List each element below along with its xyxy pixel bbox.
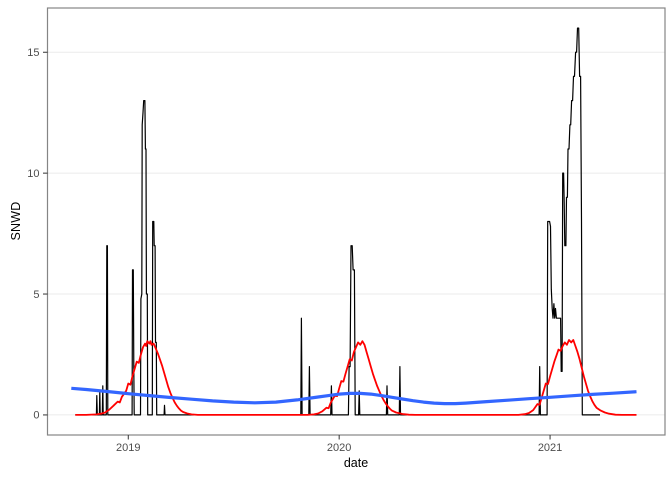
- y-tick-label-10: 10: [27, 168, 39, 180]
- series-line-red-seasonal-smooth: [75, 339, 637, 416]
- x-tick-label-2020: 2020: [327, 442, 351, 454]
- x-tick-label-2019: 2019: [116, 442, 140, 454]
- y-tick-label-15: 15: [27, 47, 39, 59]
- x-axis-title: date: [343, 456, 369, 470]
- y-tick-label-5: 5: [33, 289, 39, 301]
- series-line-black-raw-snwd: [75, 27, 600, 416]
- x-tick-label-2021: 2021: [538, 442, 562, 454]
- y-axis-title: SNWD: [9, 201, 23, 241]
- panel-border: [46, 7, 666, 436]
- y-tick-label-0: 0: [33, 410, 39, 422]
- series-line-blue-trend-smooth: [71, 386, 637, 406]
